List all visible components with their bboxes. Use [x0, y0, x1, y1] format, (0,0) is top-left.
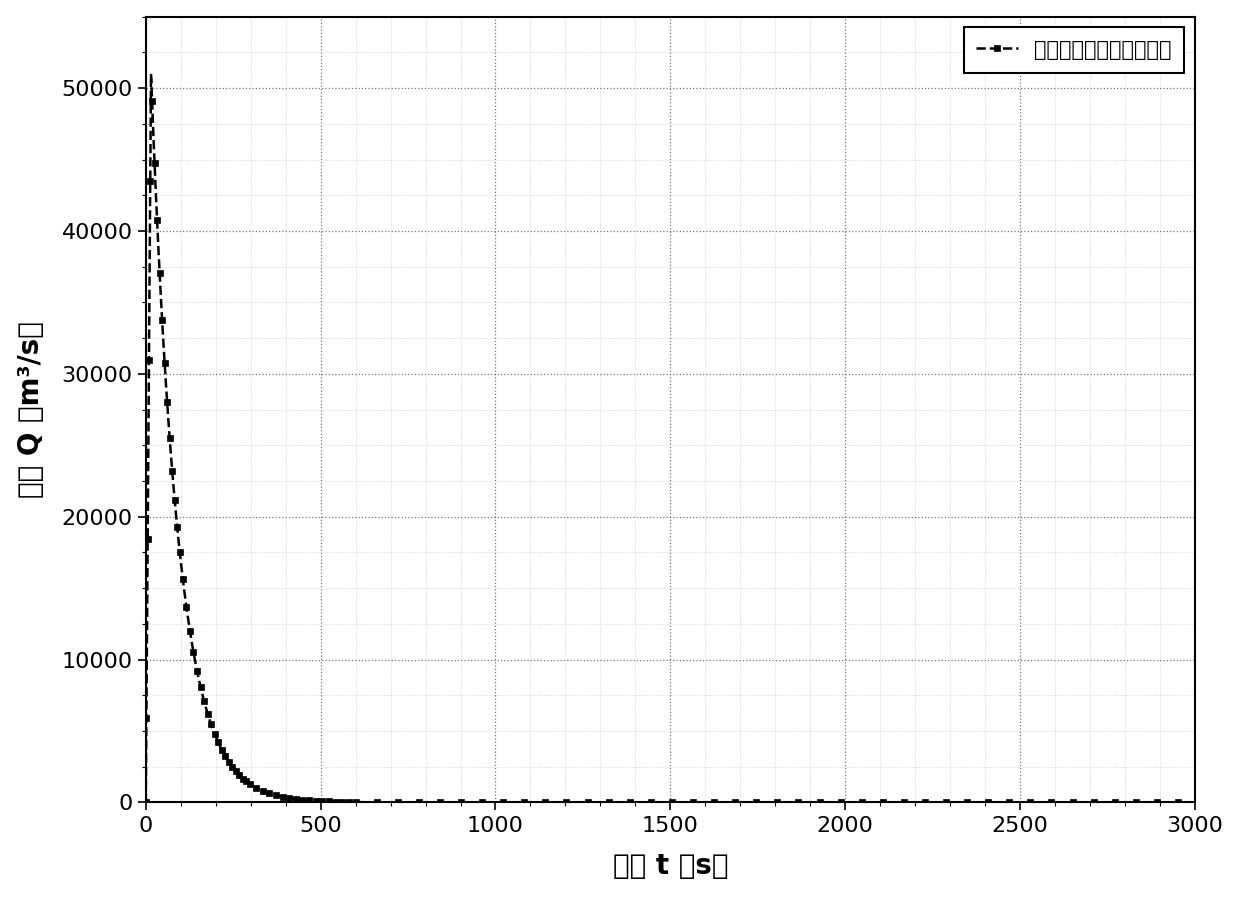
Line: 瞬时全部溃块流量过程线: 瞬时全部溃块流量过程线 [143, 70, 1198, 806]
瞬时全部溃块流量过程线 [872, 797, 887, 808]
瞬时全部溃块流量过程线 [893, 797, 908, 808]
X-axis label: 时间 t （s）: 时间 t （s） [613, 852, 728, 880]
瞬时全部溃块流量过程线 [139, 797, 154, 808]
Y-axis label: 流量 Q （m³/s）: 流量 Q （m³/s） [16, 321, 45, 498]
瞬时全部溃块流量过程线 [332, 797, 347, 807]
瞬时全部溃块流量过程线 [821, 797, 836, 808]
瞬时全部溃块流量过程线 [1188, 797, 1203, 808]
瞬时全部溃块流量过程线 [144, 68, 159, 79]
瞬时全部溃块流量过程线 [140, 570, 155, 580]
Legend: 瞬时全部溃块流量过程线: 瞬时全部溃块流量过程线 [963, 27, 1184, 73]
瞬时全部溃块流量过程线 [224, 761, 239, 771]
